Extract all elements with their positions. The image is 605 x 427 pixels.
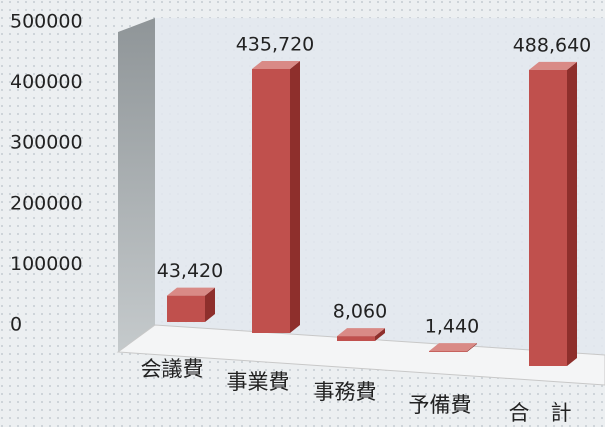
bar <box>337 328 385 341</box>
bar-front <box>167 295 205 322</box>
x-tick-label: 予備費 <box>409 393 472 417</box>
x-tick-label: 事業費 <box>227 370 290 394</box>
y-tick-label: 300000 <box>10 132 83 154</box>
value-label: 435,720 <box>236 33 315 55</box>
bar-top <box>252 60 300 69</box>
bar-front <box>529 69 567 367</box>
bar-side <box>205 287 215 322</box>
value-label: 43,420 <box>157 260 223 282</box>
y-tick-label: 400000 <box>10 71 83 93</box>
x-tick-label: 合 計 <box>509 401 572 425</box>
bar <box>529 61 577 367</box>
bar-side <box>567 61 577 367</box>
value-label: 488,640 <box>513 34 592 56</box>
bar-side <box>467 343 477 352</box>
value-label: 1,440 <box>425 316 479 338</box>
bar-side <box>290 60 300 334</box>
bar-top <box>529 61 577 70</box>
y-tick-label: 500000 <box>10 11 83 33</box>
y-tick-label: 100000 <box>10 253 83 275</box>
floor <box>116 324 605 386</box>
value-label: 8,060 <box>333 301 387 323</box>
bar-front <box>337 336 375 341</box>
side-wall <box>118 18 155 352</box>
y-tick-label: 0 <box>10 314 22 336</box>
bar-side <box>375 328 385 341</box>
x-tick-label: 事務費 <box>314 380 377 404</box>
bar <box>429 343 477 352</box>
bar-front <box>252 68 290 334</box>
x-tick-label: 会議費 <box>141 357 204 381</box>
bar <box>167 287 215 322</box>
bar-front <box>429 351 467 352</box>
bar-top <box>429 343 477 352</box>
bar <box>252 60 300 334</box>
bar-top <box>337 328 385 337</box>
y-tick-label: 200000 <box>10 192 83 214</box>
bar-top <box>167 287 215 296</box>
